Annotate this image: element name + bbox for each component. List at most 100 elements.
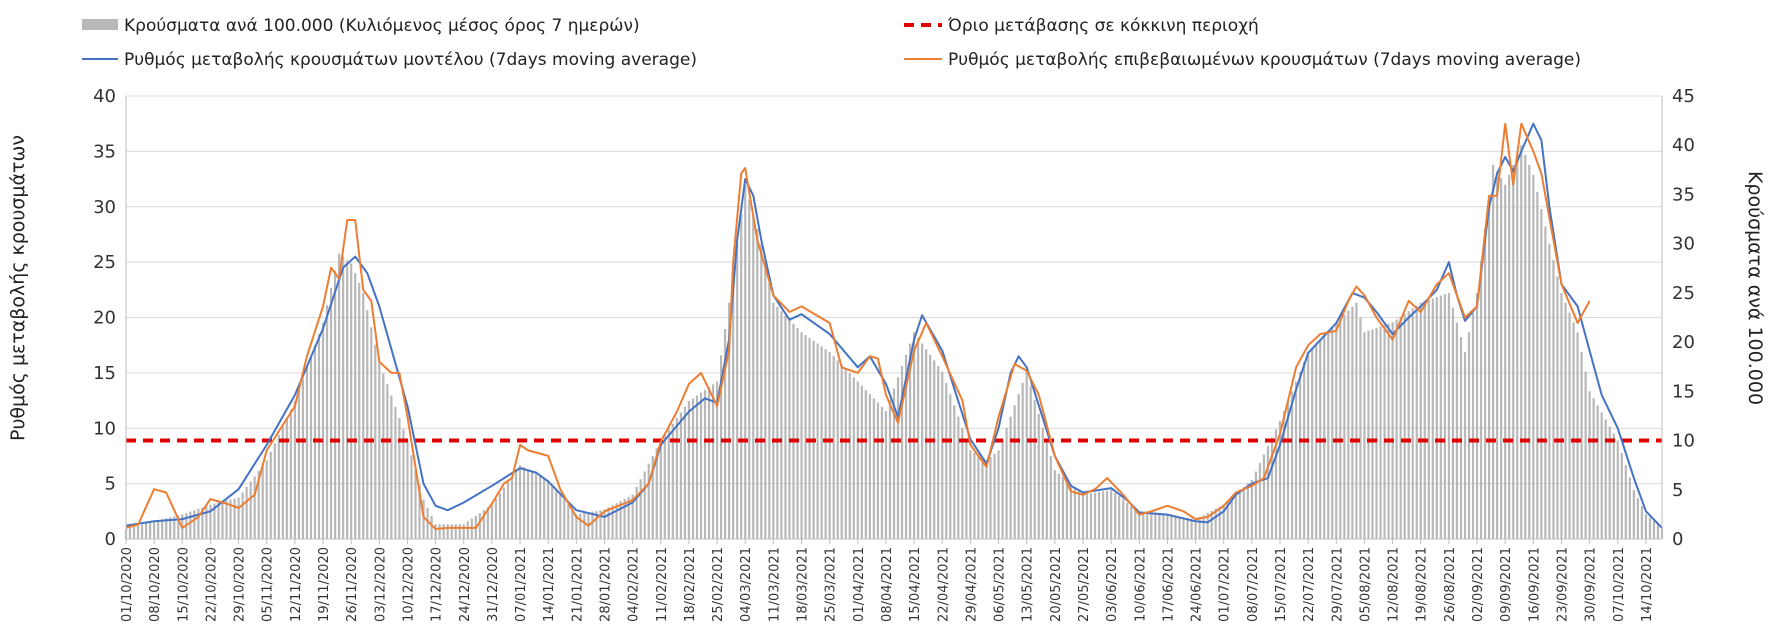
case-bar xyxy=(776,306,779,539)
case-bar xyxy=(253,476,256,539)
right-tick-label: 35 xyxy=(1672,184,1695,205)
case-bar xyxy=(1114,493,1117,539)
case-bar xyxy=(1262,454,1266,539)
case-bar xyxy=(526,469,530,539)
case-bar xyxy=(651,456,654,539)
x-tick-label: 22/10/2020 xyxy=(204,547,219,622)
case-bar xyxy=(715,381,719,539)
x-tick-label: 29/04/2021 xyxy=(964,547,979,622)
x-tick-label: 01/10/2020 xyxy=(120,547,135,622)
case-bar xyxy=(591,511,594,539)
case-bar xyxy=(1254,471,1257,539)
case-bar xyxy=(494,498,498,539)
right-tick-label: 40 xyxy=(1672,135,1695,156)
right-tick-label: 0 xyxy=(1672,529,1683,550)
case-bar xyxy=(149,522,152,539)
case-bar xyxy=(382,373,385,539)
case-bar xyxy=(277,434,280,539)
case-bar xyxy=(1588,391,1591,539)
case-bar xyxy=(635,486,638,539)
case-bar xyxy=(1467,332,1471,539)
case-bar xyxy=(1520,145,1523,539)
case-bar xyxy=(1210,510,1213,539)
case-bar xyxy=(1475,292,1479,539)
case-bar xyxy=(338,253,341,539)
case-bar xyxy=(434,524,437,539)
case-bar xyxy=(1294,381,1298,539)
case-bar xyxy=(547,479,550,539)
case-bar xyxy=(390,395,393,539)
case-bar xyxy=(1190,518,1193,539)
case-bar xyxy=(768,283,771,539)
right-tick-label: 30 xyxy=(1672,234,1695,255)
x-tick-label: 22/07/2021 xyxy=(1302,547,1317,622)
case-bar xyxy=(1512,164,1515,539)
case-bar xyxy=(937,366,940,539)
case-bar xyxy=(1576,332,1579,539)
case-bar xyxy=(1528,164,1531,539)
case-bar xyxy=(1628,477,1631,539)
case-bar xyxy=(1540,209,1543,539)
case-bar xyxy=(1427,299,1430,539)
case-bar xyxy=(667,429,670,539)
case-bar xyxy=(1158,513,1161,539)
x-tick-label: 22/04/2021 xyxy=(936,547,951,622)
case-bar xyxy=(1198,517,1201,539)
x-tick-label: 18/02/2021 xyxy=(683,547,698,622)
case-bar xyxy=(1242,486,1245,539)
case-bar xyxy=(876,402,880,539)
case-bar xyxy=(1580,351,1583,539)
case-bar xyxy=(933,360,936,539)
case-bar xyxy=(872,398,876,539)
case-bar xyxy=(1347,310,1350,539)
case-bar xyxy=(1299,371,1302,539)
case-bar xyxy=(788,319,791,539)
case-bar xyxy=(583,512,586,539)
legend-bars-label: Κρούσματα ανά 100.000 (Κυλιόμενος μέσος … xyxy=(124,16,640,36)
case-bar xyxy=(1214,508,1217,539)
case-bar xyxy=(1234,493,1237,539)
case-bar xyxy=(929,354,932,539)
case-bar xyxy=(655,448,658,539)
case-bar xyxy=(1504,184,1507,539)
case-bar xyxy=(957,416,960,539)
case-bar xyxy=(804,335,807,539)
case-bar xyxy=(293,401,296,539)
case-bar xyxy=(1061,477,1064,539)
case-bar xyxy=(1286,401,1290,539)
case-bar xyxy=(1081,494,1085,539)
case-bar xyxy=(325,305,329,539)
case-bar xyxy=(1274,429,1278,539)
case-bar xyxy=(1652,520,1656,539)
case-bar xyxy=(153,521,156,539)
case-bar xyxy=(1001,439,1004,539)
case-bar xyxy=(579,513,582,539)
case-bar xyxy=(900,366,904,539)
left-axis-title: Ρυθμός μεταβολής κρουσμάτων xyxy=(7,135,29,441)
case-bar xyxy=(945,382,948,539)
case-bar xyxy=(1166,514,1169,539)
case-bar xyxy=(1556,276,1559,539)
case-bar xyxy=(796,328,799,539)
case-bar xyxy=(378,361,381,539)
case-bar xyxy=(627,496,630,539)
case-bar xyxy=(917,337,920,539)
legend-threshold-label: Όριο μετάβασης σε κόκκινη περιοχή xyxy=(947,16,1259,36)
case-bar xyxy=(1222,504,1225,539)
case-bar xyxy=(820,346,823,539)
x-tick-label: 31/12/2020 xyxy=(486,547,501,622)
case-bar xyxy=(321,322,325,539)
legend-model-label: Ρυθμός μεταβολής κρουσμάτων μοντέλου (7d… xyxy=(124,50,697,70)
legend-confirmed-label: Ρυθμός μεταβολής επιβεβαιωμένων κρουσμάτ… xyxy=(948,50,1581,70)
case-bar xyxy=(1101,491,1105,539)
case-bar xyxy=(462,524,465,539)
case-bar xyxy=(848,373,851,539)
case-bar xyxy=(707,387,711,539)
x-tick-label: 12/08/2021 xyxy=(1387,547,1402,622)
case-bar xyxy=(611,505,614,539)
case-bar xyxy=(1085,493,1089,539)
case-bar xyxy=(1564,302,1567,539)
x-tick-label: 10/12/2020 xyxy=(401,547,416,622)
confirmed-rate-line xyxy=(125,122,1591,530)
case-bar xyxy=(711,384,715,539)
